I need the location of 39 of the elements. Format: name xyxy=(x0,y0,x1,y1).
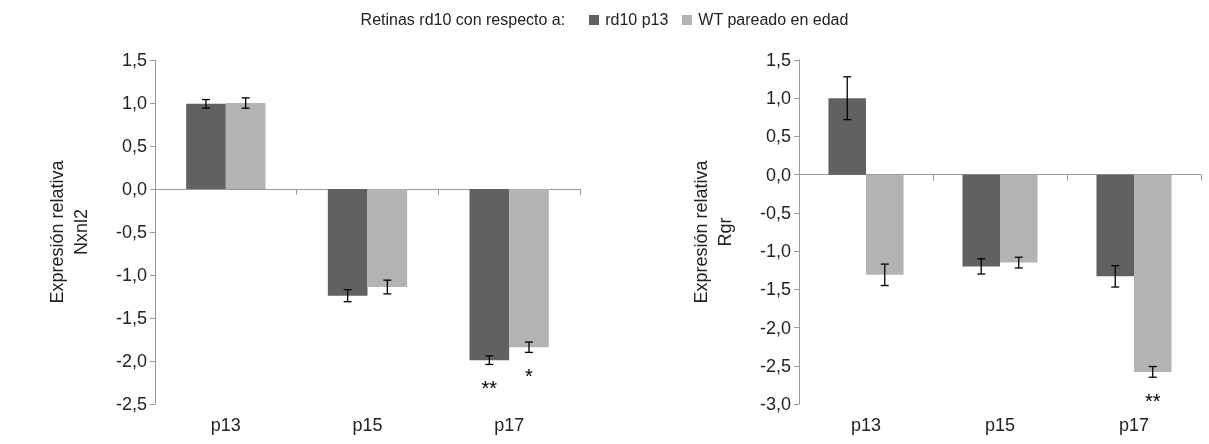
legend-label: WT pareado en edad xyxy=(697,11,849,29)
x-tick-label: p13 xyxy=(210,415,241,435)
y-tick-label: -1,0 xyxy=(759,241,791,262)
x-tick-label: p15 xyxy=(984,415,1016,435)
y-axis-title: Expresión relativa Rgr xyxy=(691,159,735,304)
y-tick-label: 0,5 xyxy=(121,136,147,156)
y-tick-label: -2,5 xyxy=(759,355,791,376)
bar xyxy=(186,103,226,189)
legend-title: Retinas rd10 con respecto a: xyxy=(360,11,566,29)
y-tick-label: -2,0 xyxy=(759,317,791,338)
bar xyxy=(509,189,549,348)
y-tick-label: -2,0 xyxy=(115,351,147,371)
x-tick-label: p17 xyxy=(494,415,525,435)
y-tick-label: -0,5 xyxy=(759,202,791,223)
y-tick-label: 0,0 xyxy=(121,179,147,199)
y-tick-label: 1,5 xyxy=(121,50,147,70)
x-tick-label: p17 xyxy=(1118,415,1150,435)
y-tick-label: 0,0 xyxy=(765,164,791,185)
y-tick-label: -3,0 xyxy=(759,394,791,414)
y-tick-label: -1,5 xyxy=(759,279,791,300)
y-tick-label: 1,5 xyxy=(765,50,791,70)
y-tick-label: -1,0 xyxy=(115,265,147,285)
annotation: ** xyxy=(1144,390,1161,413)
bar xyxy=(469,189,510,361)
bar xyxy=(327,189,368,296)
annotation: ** xyxy=(481,377,498,400)
y-tick-label: 1,0 xyxy=(765,88,791,109)
y-tick-label: -2,5 xyxy=(115,394,147,414)
x-tick-label: p15 xyxy=(352,415,383,435)
legend-label: rd10 p13 xyxy=(604,11,669,29)
y-tick-label: 1,0 xyxy=(121,93,147,113)
bar xyxy=(367,189,408,288)
y-axis-title: Expresión relativa Nxnl2 xyxy=(47,159,91,304)
bar xyxy=(225,103,266,189)
annotation: * xyxy=(525,365,534,388)
x-tick-label: p13 xyxy=(850,415,882,435)
y-tick-label: 0,5 xyxy=(765,126,791,147)
y-tick-label: -1,5 xyxy=(115,308,147,328)
y-tick-label: -0,5 xyxy=(115,222,147,242)
